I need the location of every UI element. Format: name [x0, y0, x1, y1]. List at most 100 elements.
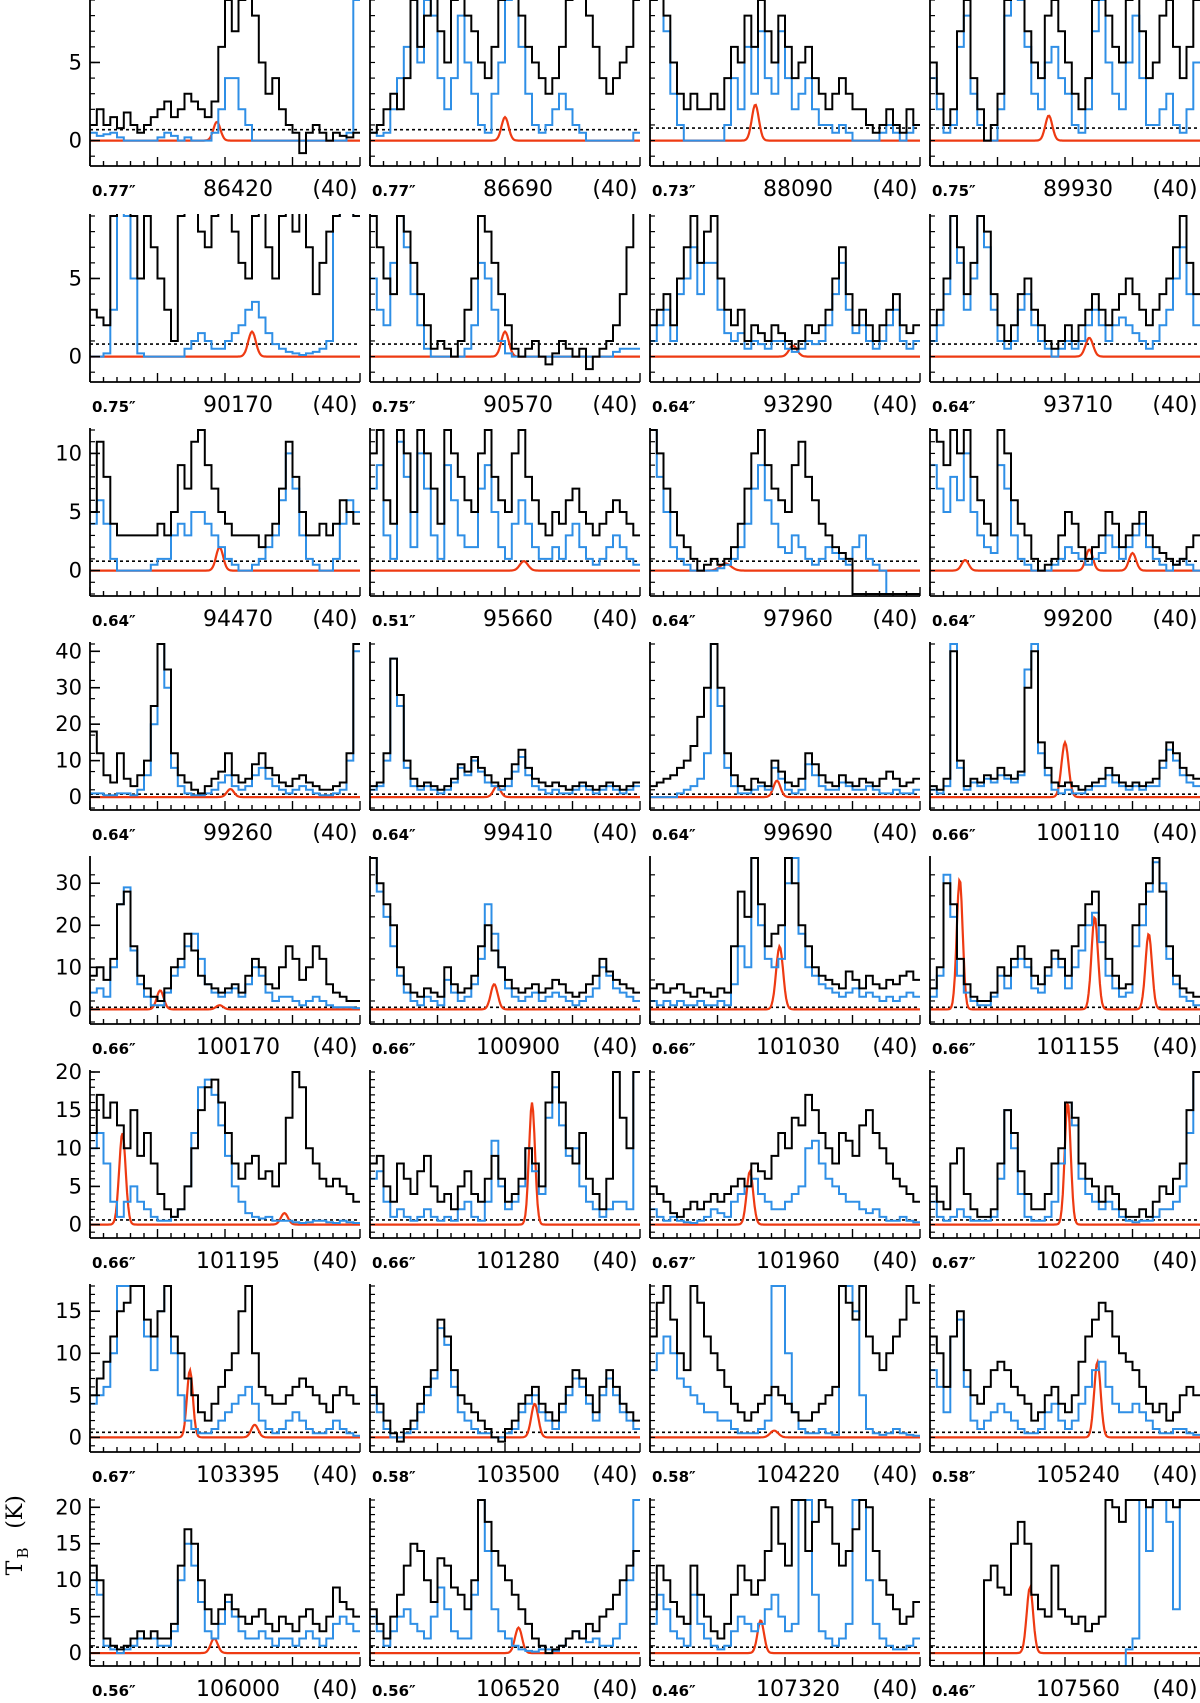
beam-size-label: 0.73″: [652, 182, 696, 200]
frequency-label: 101280: [476, 1249, 560, 1274]
panel-series: [370, 657, 640, 799]
beam-size-label: 0.77″: [372, 182, 416, 200]
width-label: (40): [1152, 1463, 1197, 1488]
y-tick-label: 30: [55, 676, 82, 700]
width-label: (40): [1152, 393, 1197, 418]
width-label: (40): [592, 1677, 637, 1702]
beam-size-label: 0.75″: [372, 398, 416, 416]
y-axis-title-sub: B: [14, 1547, 32, 1558]
y-tick-label: 5: [69, 1174, 82, 1198]
panel-series: [650, 1285, 920, 1439]
full-model-line: [930, 643, 1200, 795]
y-tick-label: 10: [55, 955, 82, 979]
frequency-label: 90570: [483, 393, 553, 418]
width-label: (40): [1152, 1677, 1197, 1702]
frequency-label: 88090: [763, 177, 833, 202]
y-tick-label: 10: [55, 1136, 82, 1160]
panel-series: [650, 1093, 920, 1226]
full-model-line: [370, 857, 640, 1007]
observed-spectrum-line: [930, 215, 1200, 350]
panel-series: [370, 1071, 640, 1226]
panel-series: [650, 1499, 920, 1655]
width-label: (40): [872, 393, 917, 418]
species-model-line: [90, 989, 360, 1011]
width-label: (40): [872, 821, 917, 846]
y-tick-label: 5: [69, 500, 82, 524]
spectrum-panel: 0.56″ 106520 (40): [369, 1498, 641, 1702]
beam-size-label: 0.67″: [92, 1468, 136, 1486]
y-tick-label: 15: [55, 1532, 82, 1556]
frequency-label: 100110: [1036, 821, 1120, 846]
y-axis-title-unit: (K): [3, 1495, 28, 1529]
observed-spectrum-line: [370, 657, 640, 791]
beam-size-label: 0.66″: [372, 1254, 416, 1272]
spectrum-panel: 0.67″ 101960 (40): [649, 1070, 921, 1274]
observed-spectrum-line: [370, 1318, 640, 1443]
panel-series: [90, 643, 360, 799]
width-label: (40): [592, 607, 637, 632]
beam-size-label: 0.56″: [92, 1682, 136, 1700]
beam-size-label: 0.64″: [652, 398, 696, 416]
beam-size-label: 0.67″: [932, 1254, 976, 1272]
width-label: (40): [872, 177, 917, 202]
panel-series: [650, 857, 920, 1011]
beam-size-label: 0.66″: [92, 1254, 136, 1272]
observed-spectrum-line: [930, 857, 1200, 1002]
beam-size-label: 0.46″: [652, 1682, 696, 1700]
frequency-label: 101030: [756, 1035, 840, 1060]
beam-size-label: 0.75″: [932, 182, 976, 200]
frequency-label: 103500: [476, 1463, 560, 1488]
frequency-label: 100170: [196, 1035, 280, 1060]
observed-spectrum-line: [650, 0, 920, 134]
frequency-label: 95660: [483, 607, 553, 632]
species-model-line: [930, 336, 1200, 358]
y-tick-label: 20: [55, 712, 82, 736]
species-model-line: [930, 548, 1200, 572]
spectrum-panel: 0.46″ 107320 (40): [649, 1498, 921, 1702]
observed-spectrum-line: [90, 214, 360, 342]
full-model-line: [90, 1078, 360, 1224]
spectrum-panel: 0.46″ 107560 (40): [929, 1498, 1200, 1702]
beam-size-label: 0.56″: [372, 1682, 416, 1700]
y-tick-label: 0: [69, 559, 82, 583]
observed-spectrum-line: [370, 857, 640, 998]
frequency-label: 99690: [763, 821, 833, 846]
species-model-line: [370, 1102, 640, 1226]
species-model-line: [930, 1358, 1200, 1439]
y-tick-label: 30: [55, 871, 82, 895]
observed-spectrum-line: [930, 0, 1200, 142]
panel-series: [930, 1499, 1200, 1666]
width-label: (40): [312, 1677, 357, 1702]
spectrum-panel: 0.64″ 99410 (40): [369, 642, 641, 846]
frequency-label: 101155: [1036, 1035, 1120, 1060]
y-tick-label: 0: [69, 1213, 82, 1237]
beam-size-label: 0.51″: [372, 612, 416, 630]
full-model-line: [650, 1285, 920, 1437]
spectrum-panel: 0 10 20 30 0.66″ 100170 (40): [55, 856, 361, 1060]
species-model-line: [90, 1132, 360, 1226]
y-tick-label: 5: [69, 1605, 82, 1629]
y-tick-label: 20: [55, 1060, 82, 1084]
spectrum-panel: 0.51″ 95660 (40): [369, 428, 641, 632]
spectrum-panel: 0.64″ 99200 (40): [929, 428, 1200, 632]
full-model-line: [370, 215, 640, 358]
y-tick-label: 10: [55, 1341, 82, 1365]
panel-series: [90, 214, 360, 358]
spectrum-panel: 0 5 10 15 20 0.66″ 101195 (40): [55, 1060, 361, 1274]
frequency-label: 90170: [203, 393, 273, 418]
beam-size-label: 0.67″: [652, 1254, 696, 1272]
frequency-label: 106000: [196, 1677, 280, 1702]
spectrum-panel: 0 5 10 15 0.67″ 103395 (40): [55, 1284, 361, 1488]
beam-size-label: 0.46″: [932, 1682, 976, 1700]
spectrum-panel: 0.58″ 104220 (40): [649, 1284, 921, 1488]
panel-series: [650, 215, 920, 358]
y-tick-label: 0: [69, 1425, 82, 1449]
y-tick-label: 10: [55, 441, 82, 465]
panel-series: [930, 857, 1200, 1011]
spectrum-panel: 0.58″ 103500 (40): [369, 1284, 641, 1488]
observed-spectrum-line: [90, 1071, 360, 1218]
spectrum-panel: 0.75″ 89930 (40): [929, 0, 1200, 202]
width-label: (40): [592, 393, 637, 418]
width-label: (40): [592, 1035, 637, 1060]
spectrum-panel: 0.73″ 88090 (40): [649, 0, 921, 202]
